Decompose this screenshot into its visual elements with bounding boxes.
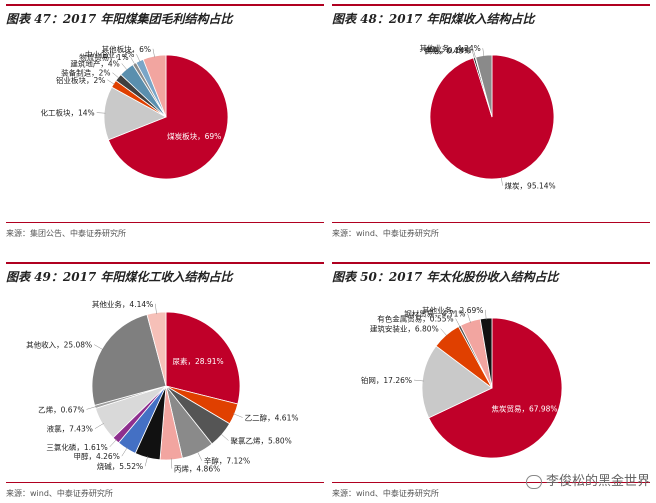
leader-line — [482, 48, 485, 57]
slice-label: 丙烯，4.86% — [174, 464, 220, 474]
slice-label: 甲醇，4.26% — [74, 451, 120, 461]
pie-slice — [107, 54, 229, 180]
pie-chart: 尿素，28.91% 乙二醇，4.61% 聚氯乙烯，5.80% 辛醇，7.12%丙烯，4… — [26, 299, 299, 474]
leader-line — [232, 413, 243, 418]
panel-bottom-rule — [332, 482, 650, 483]
leader-line — [455, 318, 461, 328]
leader-line — [471, 50, 475, 59]
slice-label: 焦炭贸易，67.98% — [491, 404, 557, 414]
slice-label: 辛醇，7.12% — [204, 456, 250, 466]
leader-line — [144, 456, 148, 467]
slice-label: 钢材贸易，4.71% — [404, 309, 465, 319]
leader-line — [170, 458, 173, 469]
slice-label: 尿素，28.91% — [173, 356, 224, 366]
slice-label: 其他板块，6% — [102, 44, 151, 54]
watermark: 李俊松的黑金世界 — [525, 470, 650, 489]
slice-label: 供热，0.14% — [425, 45, 471, 55]
leader-line — [112, 72, 120, 79]
chart-source: 来源：wind、中泰证券研究所 — [332, 229, 439, 238]
leader-line — [467, 313, 471, 323]
leader-line — [86, 406, 97, 410]
leader-line — [109, 439, 117, 448]
panel-chemical-revenue-structure: 图表 49：2017 年阳煤化工收入结构占比 尿素，28.91% 乙二醇，4.61… — [6, 262, 324, 502]
leader-line — [130, 57, 136, 65]
panel-top-rule — [6, 4, 324, 6]
leader-line — [413, 379, 424, 382]
chart-title: 图表 48：2017 年阳煤收入结构占比 — [332, 12, 535, 26]
panel-top-rule — [332, 262, 650, 264]
slice-label: 乙二醇，4.61% — [245, 413, 299, 423]
leader-line — [121, 447, 128, 457]
slice-label: 其他收入，25.08% — [26, 340, 92, 350]
wechat-icon — [525, 474, 542, 489]
pie-chart: 煤炭板块，69% 化工板块，14% 铝业板块，2%装备制造，2%建筑地产，4%物流贸… — [41, 44, 229, 180]
slice-label: 有色金属贸易，0.55% — [377, 314, 453, 324]
slice-label: 中小企业，2% — [85, 49, 134, 59]
panel-revenue-structure: 图表 48：2017 年阳煤收入结构占比 煤炭，95.14% 供电，0.48% 供热… — [332, 4, 650, 244]
pie-chart: 煤炭，95.14% 供电，0.48%供热，0.14%其他业务，4.24% — [419, 43, 556, 191]
slice-label: 液氯，7.43% — [47, 424, 93, 434]
leader-line — [136, 54, 141, 63]
leader-line — [440, 328, 448, 337]
slice-label: 乙烯，0.67% — [38, 404, 84, 414]
leader-line — [121, 63, 128, 71]
slice-label: 化工板块，14% — [41, 108, 95, 118]
chart-source: 来源：wind、中泰证券研究所 — [332, 489, 439, 498]
chart-source: 来源：集团公告、中泰证券研究所 — [6, 229, 126, 238]
chart-source: 来源：wind、中泰证券研究所 — [6, 489, 113, 498]
panel-top-rule — [6, 262, 324, 264]
slice-label: 其他业务，4.14% — [92, 299, 153, 309]
slice-label: 建筑地产，4% — [70, 58, 119, 68]
slice-label: 聚氯乙烯，5.80% — [230, 435, 291, 445]
chart-title: 图表 47：2017 年阳煤集团毛利结构占比 — [6, 12, 233, 26]
leader-line — [220, 433, 229, 441]
pie-slice — [165, 311, 241, 405]
panel-top-rule — [332, 4, 650, 6]
slice-label: 铝业板块，2% — [56, 75, 105, 85]
slice-label: 供电，0.48% — [424, 45, 470, 55]
slice-label: 三氯化磷，1.61% — [46, 442, 107, 452]
slice-label: 烧碱，5.52% — [97, 461, 143, 471]
slice-label: 煤炭板块，69% — [167, 131, 221, 141]
slice-label: 煤炭，95.14% — [505, 181, 556, 191]
leader-line — [94, 344, 104, 351]
leader-line — [155, 303, 157, 315]
panel-bottom-rule — [6, 482, 324, 483]
leader-line — [94, 423, 104, 429]
leader-line — [107, 79, 115, 85]
slice-label: 建筑安装业，6.80% — [370, 324, 439, 334]
leader-line — [96, 112, 106, 114]
slice-label: 其他业务，4.24% — [419, 43, 480, 53]
slice-label: 装备制造，2% — [61, 68, 110, 78]
panel-bottom-rule — [332, 222, 650, 223]
slice-label: 其他业务，2.69% — [422, 305, 483, 315]
slice-label: 铂网，17.26% — [361, 375, 412, 385]
leader-line — [152, 48, 155, 58]
leader-line — [197, 451, 203, 461]
watermark-text: 李俊松的黑金世界 — [545, 474, 650, 489]
pie-slice — [428, 317, 563, 459]
slice-label: 物流贸易，1% — [79, 52, 128, 62]
panel-gross-profit-structure: 图表 47：2017 年阳煤集团毛利结构占比 煤炭板块，69% 化工板块，14% 铝… — [6, 4, 324, 244]
chart-title: 图表 50：2017 年太化股份收入结构占比 — [332, 270, 559, 284]
leader-line — [485, 309, 487, 320]
panel-taihua-revenue-structure: 图表 50：2017 年太化股份收入结构占比 焦炭贸易，67.98% 铂网，17.… — [332, 262, 650, 502]
panel-bottom-rule — [6, 222, 324, 223]
leader-line — [500, 177, 503, 186]
pie-chart: 焦炭贸易，67.98% 铂网，17.26% 建筑安装业，6.80%有色金属贸易，0.… — [361, 305, 563, 459]
chart-title: 图表 49：2017 年阳煤化工收入结构占比 — [6, 270, 233, 284]
